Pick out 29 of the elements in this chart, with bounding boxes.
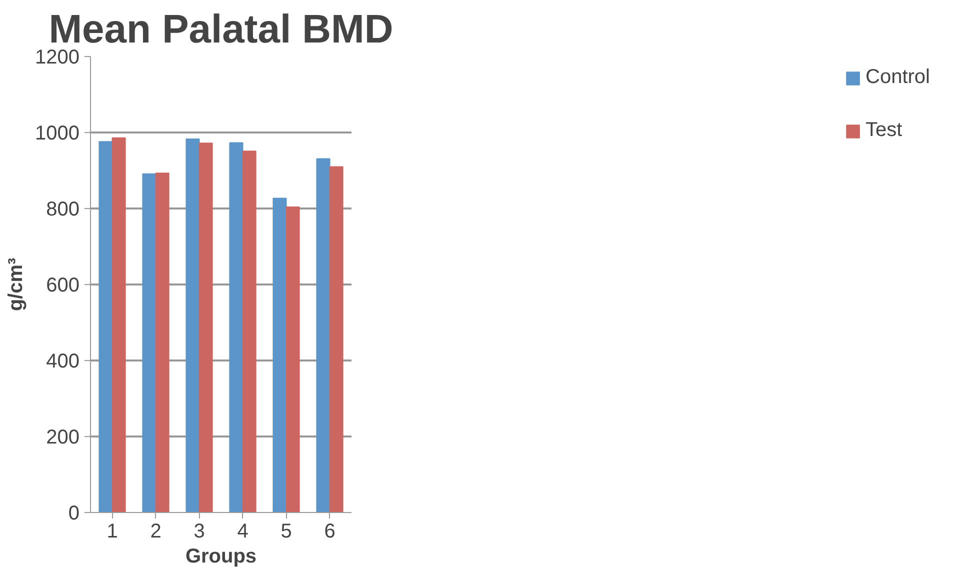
bar: [142, 173, 156, 512]
x-tick-label: 4: [237, 520, 248, 542]
y-tick-label: 0: [68, 502, 80, 524]
bar: [186, 138, 200, 512]
y-tick-label: 400: [46, 350, 80, 372]
bar: [242, 150, 256, 512]
y-tick-label: 600: [46, 274, 80, 296]
bar: [286, 206, 300, 512]
x-tick-label: 2: [150, 520, 162, 542]
x-axis-title: Groups: [185, 546, 257, 568]
bar: [329, 166, 344, 512]
bar: [112, 137, 126, 512]
bar: [316, 158, 330, 512]
bar: [98, 141, 113, 512]
x-tick-label: 6: [324, 520, 336, 542]
legend-label: Test: [866, 119, 902, 142]
y-tick-label: 1200: [35, 46, 80, 68]
y-axis-title: g/cm³: [5, 257, 28, 312]
bar: [272, 198, 287, 512]
y-tick-label: 200: [46, 426, 80, 448]
y-tick-label: 1000: [35, 122, 80, 144]
bar: [198, 142, 213, 512]
x-tick-label: 5: [280, 520, 292, 542]
bar: [155, 172, 170, 512]
x-tick-label: 3: [194, 520, 205, 542]
x-tick-label: 1: [106, 520, 118, 542]
bar: [229, 142, 244, 512]
legend-label: Control: [866, 66, 930, 89]
y-tick-label: 800: [46, 198, 80, 220]
